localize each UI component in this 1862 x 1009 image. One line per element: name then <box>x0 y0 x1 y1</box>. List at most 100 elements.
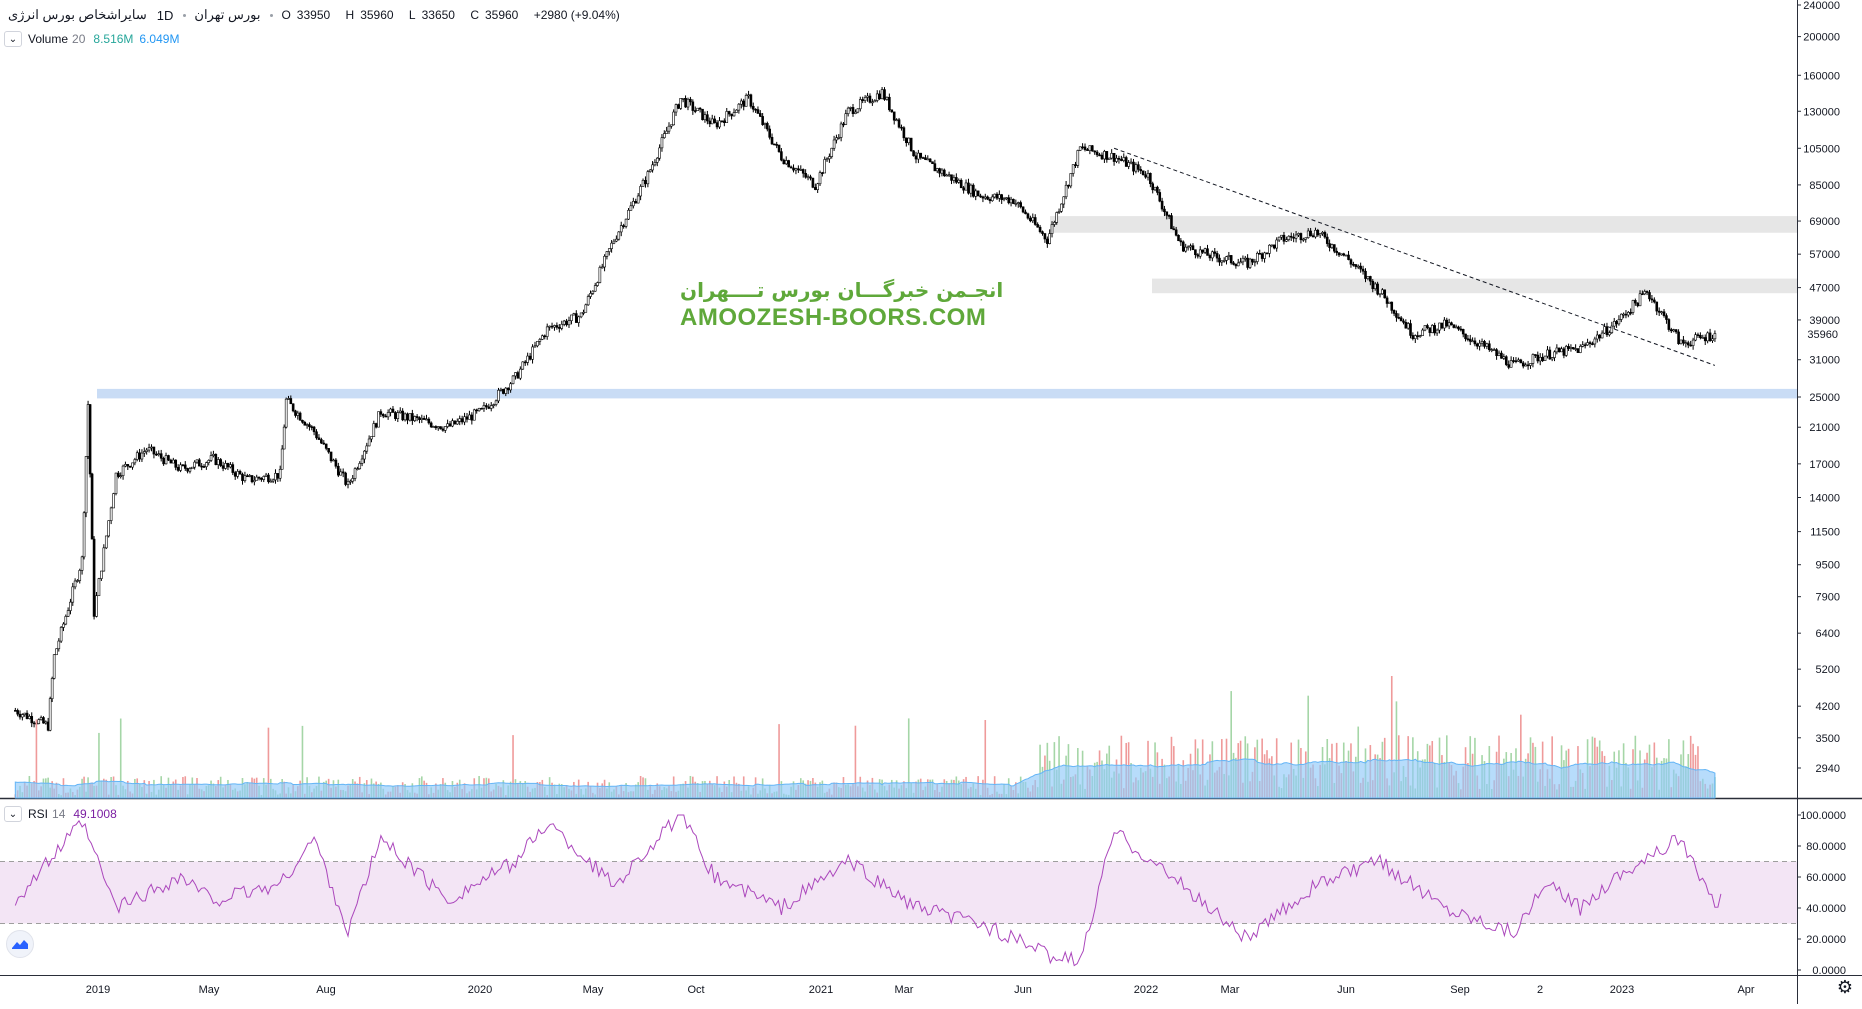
candle-body <box>278 468 282 479</box>
market-status-dot <box>270 13 274 17</box>
candle-body <box>401 410 404 421</box>
candle-body <box>411 413 414 421</box>
candle-body <box>1088 145 1092 151</box>
candle-body <box>1220 260 1224 263</box>
candle-body <box>756 109 760 114</box>
candle-body <box>1127 162 1130 167</box>
chevron-down-icon[interactable]: ⌄ <box>4 31 22 47</box>
candle-body <box>233 472 237 477</box>
candle-body <box>119 475 123 477</box>
candle-body <box>655 157 659 163</box>
candle-body <box>394 412 397 419</box>
candle-body <box>747 94 750 97</box>
candle-body <box>871 101 874 104</box>
candle-body <box>1160 200 1164 210</box>
candle-body <box>112 493 115 509</box>
candle-body <box>1392 310 1396 314</box>
candle-body <box>1507 364 1511 368</box>
candle-body <box>1328 243 1331 248</box>
candle-body <box>523 361 527 364</box>
candle-body <box>102 547 106 572</box>
gear-icon[interactable]: ⚙ <box>1836 976 1854 997</box>
candle-body <box>1215 253 1219 259</box>
candle-body <box>1156 186 1159 193</box>
symbol-name[interactable]: سایراشخاص بورس انرژی <box>8 7 147 22</box>
candle-body <box>1256 253 1259 262</box>
candle-body <box>1299 233 1303 241</box>
candle-body <box>1421 329 1424 336</box>
candle-body <box>356 468 359 470</box>
volume-name[interactable]: Volume <box>28 32 69 46</box>
candle-body <box>660 137 664 149</box>
candle-body <box>1309 230 1312 236</box>
candle-body <box>1153 186 1157 191</box>
candle-body <box>73 580 77 588</box>
candle-body <box>1517 359 1520 362</box>
rsi-tick-label: 0.0000 <box>1812 965 1846 977</box>
candle-body <box>1203 248 1207 253</box>
candle-body <box>1378 293 1382 296</box>
volume-bar <box>984 720 987 798</box>
candle-body <box>1107 157 1111 160</box>
candle-body <box>917 152 920 160</box>
candle-body <box>828 156 831 160</box>
chevron-down-icon[interactable]: ⌄ <box>4 806 22 822</box>
candle-body <box>681 97 685 100</box>
candle-body <box>1090 145 1094 152</box>
candle-body <box>207 460 211 463</box>
candle-body <box>811 177 815 188</box>
candle-body <box>572 313 576 316</box>
candle-body <box>988 198 992 202</box>
candle-body <box>1428 327 1432 333</box>
candle-body <box>653 162 657 166</box>
candle-body <box>703 114 707 121</box>
candle-body <box>1071 164 1075 174</box>
candle-body <box>425 418 428 421</box>
candle-body <box>71 586 75 603</box>
candle-body <box>823 159 827 174</box>
candle-body <box>1667 319 1671 330</box>
candle-body <box>732 112 736 117</box>
candle-body <box>1057 211 1061 213</box>
candle-body <box>577 316 581 323</box>
candle-body <box>353 468 357 479</box>
candle-body <box>844 113 848 125</box>
candle-body <box>1258 253 1262 255</box>
price-axis: 240000 200000 160000 130000 105000 85000 69000… <box>1797 0 1840 775</box>
candle-body <box>415 416 419 418</box>
candle-body <box>912 150 915 157</box>
candle-body <box>140 452 144 460</box>
candle-body <box>150 446 153 449</box>
candle-body <box>1660 311 1663 314</box>
candle-body <box>1588 342 1592 344</box>
candle-body <box>135 452 139 460</box>
candle-body <box>1581 344 1585 347</box>
candle-body <box>1115 157 1118 162</box>
candle-body <box>710 118 714 125</box>
candle-body <box>183 464 187 469</box>
candle-body <box>1186 246 1190 249</box>
volume-legend: ⌄ Volume 20 8.516M 6.049M <box>4 31 179 47</box>
candle-body <box>1546 349 1549 357</box>
tradingview-logo-icon[interactable] <box>6 930 34 958</box>
candle-body <box>842 123 845 126</box>
timeframe[interactable]: 1D <box>156 7 174 23</box>
candle-body <box>730 113 733 117</box>
candle-body <box>121 465 125 476</box>
candle-body <box>1603 326 1606 334</box>
candle-body <box>1043 233 1047 240</box>
candle-body <box>276 473 280 479</box>
candle-body <box>1610 325 1614 333</box>
candle-body <box>1677 331 1680 345</box>
price-tick-label: 85000 <box>1809 180 1840 192</box>
candle-body <box>1179 240 1183 243</box>
candle-body <box>1662 311 1666 316</box>
candle-body <box>586 296 590 306</box>
candle-body <box>744 95 748 107</box>
rsi-name[interactable]: RSI <box>28 807 49 821</box>
volume-bar <box>1307 695 1309 798</box>
candle-body <box>1579 346 1582 353</box>
candle-body <box>758 113 762 117</box>
